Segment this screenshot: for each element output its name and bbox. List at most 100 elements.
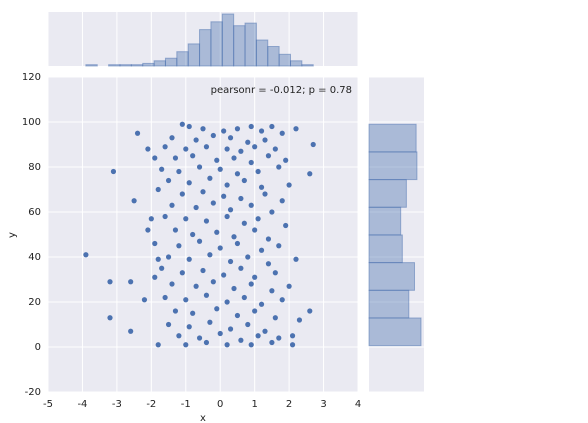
point bbox=[224, 342, 230, 348]
x-tick-label: -3 bbox=[112, 399, 122, 410]
point bbox=[248, 159, 254, 166]
point bbox=[269, 209, 275, 215]
point bbox=[165, 321, 172, 328]
point bbox=[155, 186, 161, 193]
x-tick-label: -1 bbox=[181, 399, 191, 410]
y-tick-label: 0 bbox=[35, 342, 41, 353]
point bbox=[190, 231, 196, 238]
point bbox=[207, 252, 213, 258]
histogram-bar bbox=[119, 64, 132, 67]
point bbox=[307, 308, 313, 314]
point bbox=[152, 155, 158, 161]
x-tick-label: 3 bbox=[320, 399, 326, 410]
point bbox=[210, 132, 216, 139]
x-tick-label: -2 bbox=[146, 399, 156, 410]
point bbox=[110, 168, 117, 175]
y-tick-label: 20 bbox=[28, 297, 41, 308]
point bbox=[131, 198, 137, 204]
point bbox=[83, 252, 89, 258]
point bbox=[200, 126, 206, 132]
point bbox=[245, 139, 251, 145]
point bbox=[276, 335, 282, 341]
point bbox=[227, 326, 234, 332]
x-tick-label: 4 bbox=[355, 399, 361, 410]
point bbox=[186, 123, 192, 130]
point bbox=[252, 227, 258, 233]
point bbox=[183, 297, 189, 303]
point bbox=[238, 195, 244, 202]
point bbox=[224, 182, 230, 188]
point bbox=[193, 137, 199, 143]
histogram-bar bbox=[368, 206, 402, 236]
point bbox=[227, 258, 234, 265]
histogram-bar bbox=[368, 123, 417, 153]
point bbox=[252, 144, 258, 150]
point bbox=[217, 166, 223, 172]
point bbox=[272, 270, 278, 276]
point bbox=[162, 294, 168, 301]
point bbox=[241, 220, 247, 226]
point bbox=[231, 155, 237, 161]
point bbox=[200, 267, 206, 274]
point bbox=[279, 198, 285, 204]
point bbox=[196, 238, 203, 244]
marks bbox=[83, 13, 422, 348]
point bbox=[279, 297, 285, 303]
point bbox=[245, 321, 251, 328]
point bbox=[224, 146, 230, 152]
point bbox=[221, 193, 227, 199]
point bbox=[272, 146, 278, 152]
point bbox=[258, 128, 265, 134]
grid bbox=[47, 12, 424, 393]
point bbox=[141, 297, 148, 303]
point bbox=[183, 146, 189, 152]
point bbox=[128, 279, 134, 285]
histogram-bar bbox=[210, 21, 223, 67]
y-tick-label: 80 bbox=[28, 162, 41, 173]
point bbox=[227, 207, 234, 213]
point bbox=[159, 166, 165, 172]
point bbox=[296, 317, 303, 323]
point bbox=[169, 135, 175, 141]
main-axes bbox=[48, 77, 358, 392]
point bbox=[176, 168, 182, 175]
point bbox=[210, 200, 216, 206]
point bbox=[241, 177, 247, 184]
histogram-bar bbox=[368, 262, 415, 291]
point bbox=[165, 254, 172, 260]
histogram-bar bbox=[278, 53, 291, 67]
point bbox=[234, 312, 241, 319]
point bbox=[196, 164, 203, 170]
point bbox=[162, 213, 168, 220]
point bbox=[172, 155, 179, 161]
point bbox=[255, 168, 261, 175]
point bbox=[258, 247, 265, 253]
point bbox=[155, 342, 161, 348]
point bbox=[159, 265, 165, 271]
point bbox=[145, 146, 151, 152]
point bbox=[262, 328, 268, 334]
x-tick-label: 0 bbox=[217, 399, 223, 410]
point bbox=[155, 256, 161, 262]
histogram-bar bbox=[368, 289, 410, 319]
point bbox=[217, 245, 223, 251]
point bbox=[152, 240, 158, 247]
y-tick-label: 120 bbox=[22, 72, 41, 83]
point bbox=[258, 184, 265, 190]
point bbox=[269, 288, 275, 294]
point bbox=[286, 182, 292, 188]
point bbox=[152, 274, 158, 280]
point bbox=[207, 319, 213, 325]
point bbox=[190, 310, 196, 316]
point bbox=[224, 299, 230, 305]
point bbox=[179, 270, 185, 276]
point bbox=[258, 301, 265, 307]
point bbox=[265, 261, 272, 267]
histogram-bar bbox=[233, 25, 246, 67]
point bbox=[107, 279, 113, 285]
point bbox=[203, 339, 210, 346]
point bbox=[231, 234, 237, 240]
point bbox=[272, 315, 278, 321]
point bbox=[310, 141, 316, 148]
point bbox=[248, 202, 254, 208]
